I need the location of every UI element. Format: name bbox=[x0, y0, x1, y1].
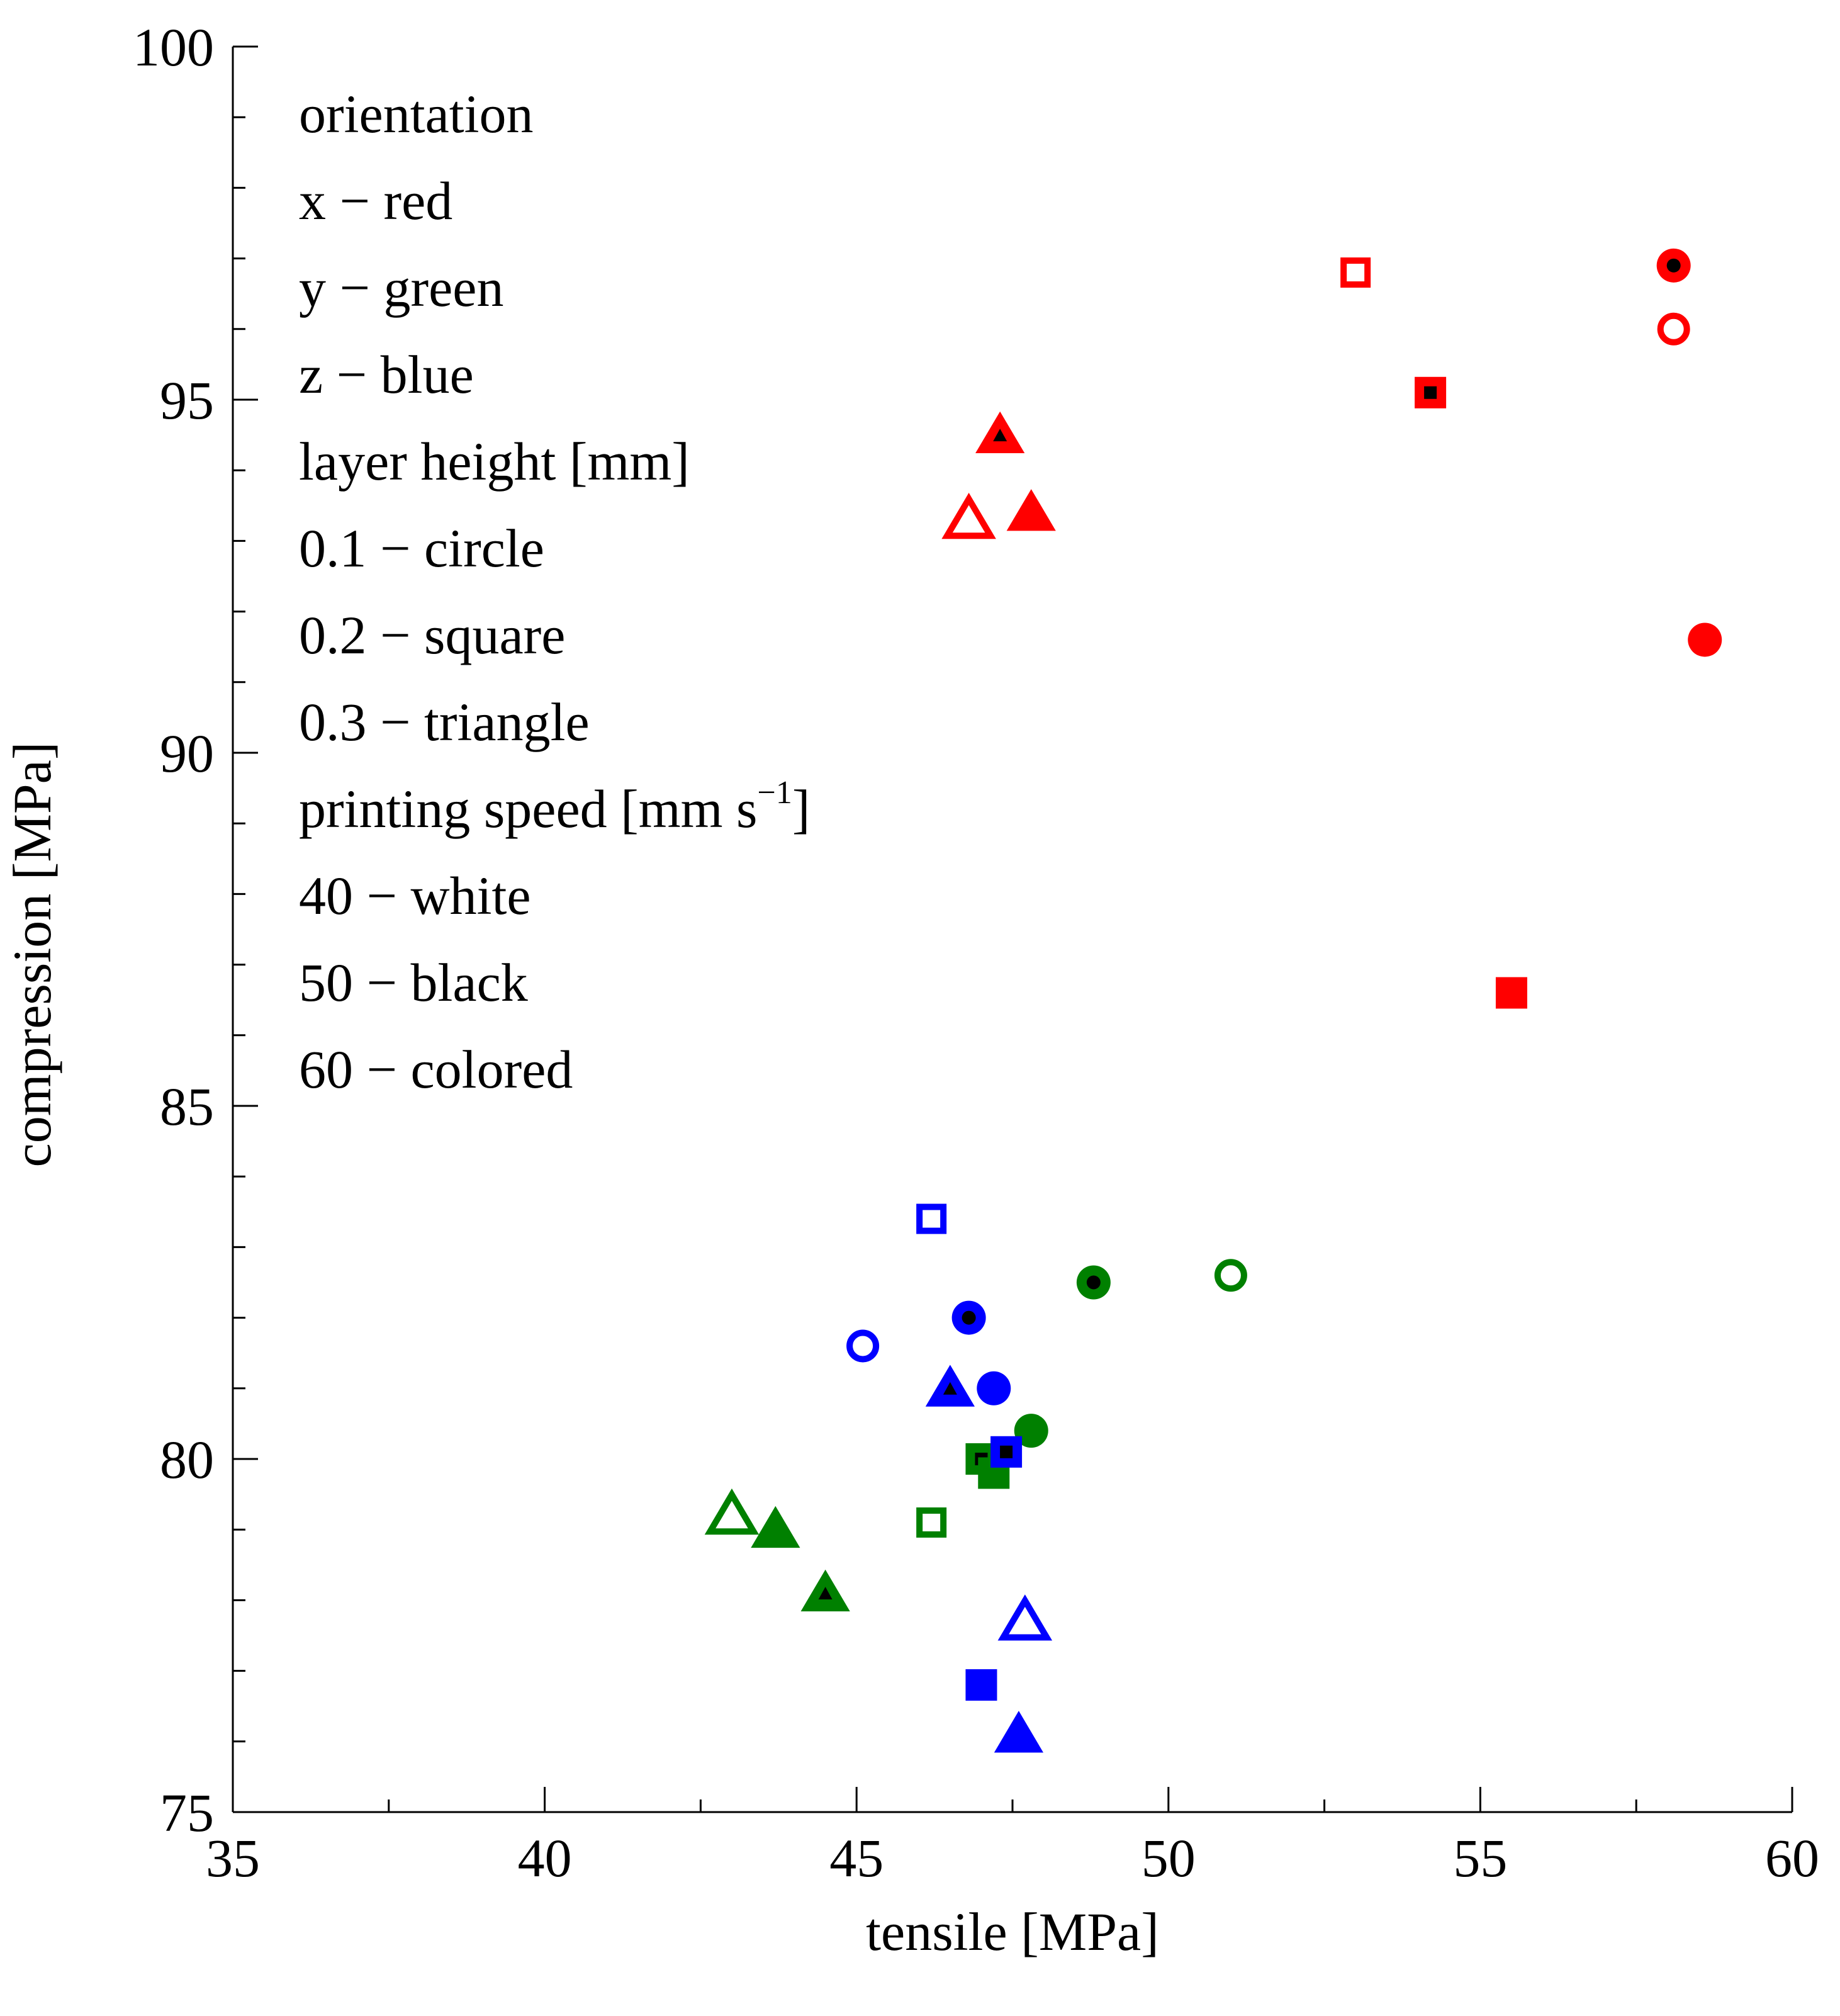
x-axis-title: tensile [MPa] bbox=[866, 1901, 1159, 1962]
x-tick-label: 40 bbox=[518, 1828, 572, 1888]
marker-triangle bbox=[941, 492, 996, 539]
legend-close-bracket: ] bbox=[792, 779, 811, 839]
ticks: 35 40 45 50 55 60 75 80 85 90 95 100 bbox=[133, 17, 1819, 1888]
point-x-triangle-60 bbox=[1006, 489, 1056, 531]
legend-line: 40 − white bbox=[299, 865, 531, 926]
marker-center-dot bbox=[1000, 1445, 1013, 1458]
point-y-triangle-40 bbox=[704, 1488, 760, 1535]
legend-line: 0.1 − circle bbox=[299, 518, 544, 578]
x-tick-label: 35 bbox=[206, 1828, 260, 1888]
marker-center-dot bbox=[962, 1310, 976, 1325]
marker-circle bbox=[1014, 1414, 1048, 1448]
legend-line: 60 − colored bbox=[299, 1039, 573, 1100]
marker-circle bbox=[846, 1329, 880, 1363]
y-tick-label: 85 bbox=[160, 1076, 214, 1137]
legend-line: printing speed [mm s−1] bbox=[299, 775, 811, 839]
point-y-triangle-60 bbox=[751, 1506, 800, 1548]
point-x-triangle-40 bbox=[941, 492, 996, 539]
x-tick-label: 45 bbox=[829, 1828, 884, 1888]
marker-circle bbox=[1214, 1259, 1247, 1292]
data-points bbox=[704, 248, 1722, 1753]
point-z-circle-60 bbox=[977, 1371, 1011, 1405]
point-z-triangle-40 bbox=[997, 1594, 1053, 1641]
point-z-circle-40 bbox=[846, 1329, 880, 1363]
point-x-triangle-50 bbox=[975, 411, 1025, 453]
marker-triangle bbox=[1006, 489, 1056, 531]
x-tick-label: 50 bbox=[1142, 1828, 1196, 1888]
x-tick-label: 55 bbox=[1453, 1828, 1507, 1888]
marker-center-dot bbox=[943, 1382, 957, 1395]
marker-triangle bbox=[997, 1594, 1053, 1641]
marker-center-dot bbox=[1666, 258, 1681, 273]
point-x-square-60 bbox=[1495, 977, 1527, 1009]
point-x-circle-40 bbox=[1657, 312, 1690, 346]
point-z-square-40 bbox=[916, 1203, 947, 1234]
point-x-circle-50 bbox=[1656, 248, 1691, 283]
marker-square bbox=[916, 1507, 947, 1538]
legend-line: y − green bbox=[299, 257, 503, 318]
legend-line: 0.2 − square bbox=[299, 605, 565, 665]
y-tick-label: 90 bbox=[160, 723, 214, 784]
y-tick-label: 75 bbox=[160, 1782, 214, 1843]
marker-center-dot bbox=[1086, 1275, 1101, 1290]
legend-line: 0.3 − triangle bbox=[299, 692, 590, 752]
marker-square bbox=[1495, 977, 1527, 1009]
marker-center-dot bbox=[993, 429, 1007, 442]
point-y-circle-40 bbox=[1214, 1259, 1247, 1292]
y-tick-label: 95 bbox=[160, 370, 214, 431]
legend-line-text: printing speed [mm s bbox=[299, 779, 758, 839]
point-x-square-40 bbox=[1340, 257, 1371, 288]
point-x-square-50 bbox=[1415, 376, 1447, 408]
legend-line: 50 − black bbox=[299, 952, 528, 1013]
marker-center-dot bbox=[818, 1587, 833, 1600]
legend-line: layer height [mm] bbox=[299, 431, 690, 492]
legend-text: orientation x − red y − green z − blue layer… bbox=[299, 84, 811, 1100]
y-tick-label: 100 bbox=[133, 17, 214, 77]
point-y-square-40 bbox=[916, 1507, 947, 1538]
marker-square bbox=[916, 1203, 947, 1234]
legend-line: x − red bbox=[299, 171, 452, 231]
legend-line: z − blue bbox=[299, 344, 474, 405]
marker-triangle bbox=[704, 1488, 760, 1535]
y-axis-title: compression [MPa] bbox=[2, 742, 62, 1168]
marker-triangle bbox=[751, 1506, 800, 1548]
marker-circle bbox=[1657, 312, 1690, 346]
legend-line: orientation bbox=[299, 84, 534, 144]
marker-square bbox=[965, 1669, 997, 1701]
marker-square bbox=[1340, 257, 1371, 288]
point-y-circle-60 bbox=[1014, 1414, 1048, 1448]
point-y-triangle-50 bbox=[800, 1569, 850, 1612]
point-z-triangle-50 bbox=[925, 1365, 975, 1407]
point-z-triangle-60 bbox=[994, 1711, 1044, 1753]
y-tick-label: 80 bbox=[160, 1429, 214, 1490]
point-x-circle-60 bbox=[1688, 622, 1722, 657]
marker-triangle bbox=[994, 1711, 1044, 1753]
marker-center-dot bbox=[1424, 386, 1437, 399]
point-z-circle-50 bbox=[951, 1300, 986, 1335]
x-tick-label: 60 bbox=[1765, 1828, 1819, 1888]
point-z-square-60 bbox=[965, 1669, 997, 1701]
marker-circle bbox=[977, 1371, 1011, 1405]
point-z-square-50 bbox=[990, 1436, 1023, 1468]
marker-circle bbox=[1688, 622, 1722, 657]
legend-superscript: −1 bbox=[758, 775, 792, 811]
point-y-circle-50 bbox=[1076, 1265, 1111, 1300]
